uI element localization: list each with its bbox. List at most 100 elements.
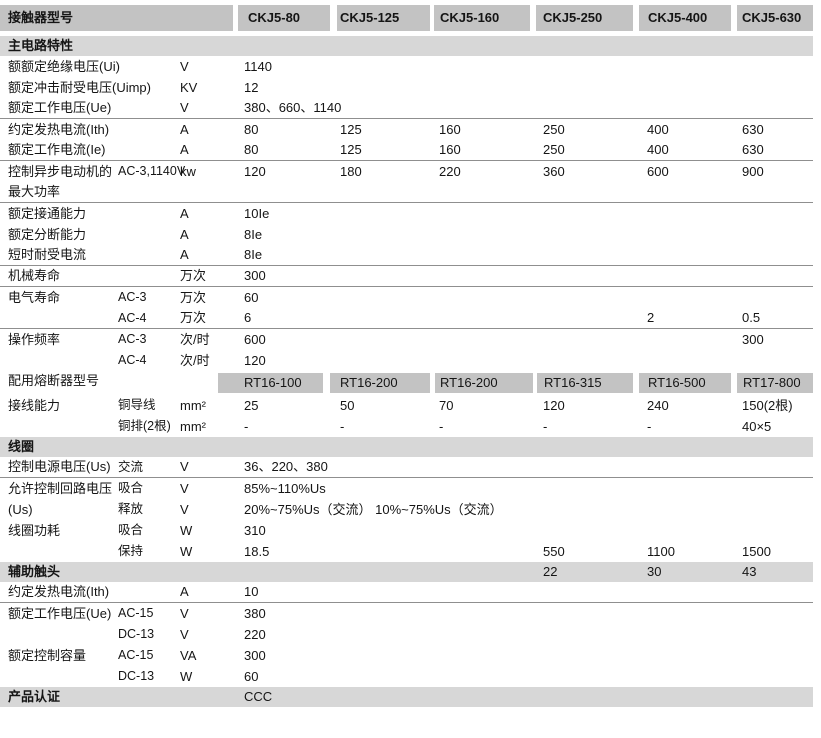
row-unit: [178, 562, 218, 582]
cell-value: [330, 499, 434, 520]
row-unit: A: [180, 584, 189, 599]
cell-value: 60: [244, 669, 259, 684]
cell-value: 85%~110%Us: [244, 481, 326, 496]
row-label: 额定工作电压(Ue): [8, 100, 112, 115]
cell-value: [330, 308, 434, 328]
row-label: 短时耐受电流: [8, 247, 87, 262]
cell-value: [330, 603, 434, 624]
cell-value: [330, 687, 434, 707]
cell-value: [638, 645, 736, 666]
cell-value: -: [340, 419, 345, 434]
cell-value: [736, 98, 813, 118]
row-label: [0, 416, 115, 437]
row-unit: W: [180, 544, 193, 559]
row-label: [0, 541, 115, 562]
cell-value: 220: [439, 164, 461, 179]
cell-value: [330, 77, 434, 98]
cell-value: [434, 36, 536, 56]
table-row: 接线能力 铜导线 mm² 25 50 70 120 240 150(2根): [0, 395, 813, 416]
table-row: 约定发热电流(Ith) A 80 125 160 250 400 630: [0, 119, 813, 140]
row-label: 电气寿命: [8, 290, 61, 305]
table-row: 允许控制回路电压 吸合 V 85%~110%Us: [0, 478, 813, 499]
row-label: 额定分断能力: [8, 227, 87, 242]
row-label: 额定工作电压(Ue): [8, 606, 112, 621]
cell-value: [434, 541, 536, 562]
cell-value: [736, 437, 813, 457]
row-unit: kw: [180, 164, 196, 179]
row-unit: V: [180, 100, 189, 115]
cell-value: [736, 520, 813, 541]
row-sublabel: [115, 562, 178, 582]
cell-value: [536, 437, 638, 457]
cell-value: 1500: [742, 544, 771, 559]
cell-value: 600: [647, 164, 669, 179]
row-unit: 万次: [180, 290, 207, 305]
row-unit: A: [180, 122, 189, 137]
row-unit: V: [180, 481, 189, 496]
cell-value: [536, 203, 638, 224]
cell-value: [736, 603, 813, 624]
row-label: 约定发热电流(Ith): [8, 122, 110, 137]
cell-value: [434, 520, 536, 541]
cell-value: [434, 437, 536, 457]
row-label: 允许控制回路电压: [8, 481, 113, 496]
section-title: 产品认证: [8, 689, 61, 704]
cell-value: [434, 224, 536, 245]
cell-value: [330, 562, 434, 582]
cell-value: [638, 98, 736, 118]
cell-value: [434, 245, 536, 265]
cell-value: -: [439, 419, 444, 434]
cell-value: [536, 520, 638, 541]
cell-value: [434, 203, 536, 224]
row-sublabel: [115, 77, 178, 98]
cell-value: [536, 499, 638, 520]
section-band: 主电路特性: [0, 36, 813, 56]
row-sublabel: [115, 582, 178, 602]
row-sublabel: 吸合: [118, 481, 144, 495]
row-sublabel: 铜导线: [118, 398, 156, 412]
row-label: 约定发热电流(Ith): [8, 584, 110, 599]
row-label: [0, 308, 115, 328]
cell-value: [330, 457, 434, 477]
cell-value: [736, 582, 813, 602]
cell-value: [736, 182, 813, 202]
model-header-label: 接触器型号: [0, 5, 233, 31]
cell-value: [330, 350, 434, 371]
cell-value: 120: [244, 353, 266, 368]
table-row: AC-4 万次 6 2 0.5: [0, 308, 813, 329]
cell-value: [536, 266, 638, 286]
cell-value: [434, 98, 536, 118]
cell-value: [330, 266, 434, 286]
table-row: 额额定绝缘电压(Ui) V 1140: [0, 56, 813, 77]
cell-value: 125: [340, 142, 362, 157]
cell-value: [736, 499, 813, 520]
cell-value: [736, 36, 813, 56]
section-band: 线圈: [0, 437, 813, 457]
fuse-model-cell: RT17-800: [737, 373, 813, 393]
model-header-row: 接触器型号 CKJ5-80 CKJ5-125 CKJ5-160 CKJ5-250…: [0, 5, 813, 31]
row-sublabel: [115, 140, 178, 160]
cell-value: [330, 582, 434, 602]
cell-value: [536, 645, 638, 666]
row-unit: V: [180, 59, 189, 74]
cell-value: 160: [439, 142, 461, 157]
row-sublabel: [115, 371, 178, 395]
cell-value: 12: [244, 80, 259, 95]
cell-value: [638, 224, 736, 245]
cell-value: [434, 478, 536, 499]
row-label: 操作频率: [8, 332, 61, 347]
table-row: DC-13 V 220: [0, 624, 813, 645]
table-row: 操作频率 AC-3 次/时 600 300: [0, 329, 813, 350]
cell-value: [736, 478, 813, 499]
cell-value: -: [543, 419, 548, 434]
cell-value: -: [244, 419, 249, 434]
row-label: 线圈功耗: [8, 523, 61, 538]
cell-value: 125: [340, 122, 362, 137]
row-sublabel: AC-3: [118, 290, 147, 304]
row-sublabel: 铜排(2根): [118, 419, 171, 433]
section-band: 辅助触头 22 30 43: [0, 562, 813, 582]
row-sublabel: [115, 119, 178, 140]
cell-value: [638, 437, 736, 457]
cell-value: 10: [244, 584, 259, 599]
row-unit: [178, 371, 218, 395]
